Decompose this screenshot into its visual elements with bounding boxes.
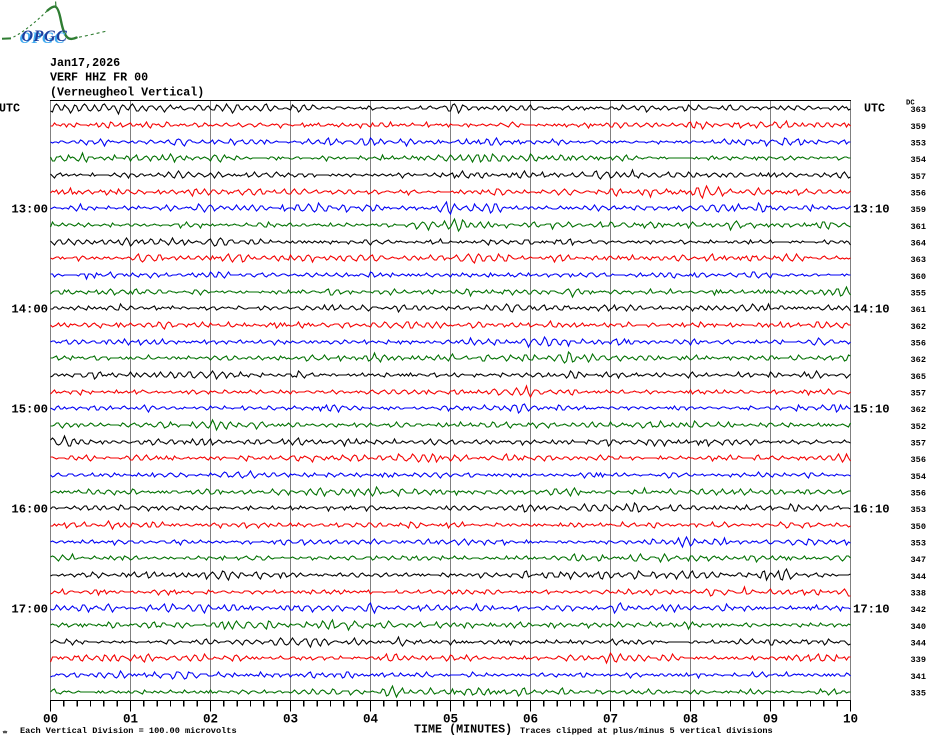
svg-text:DC: DC [906, 100, 915, 108]
svg-text:TIME (MINUTES): TIME (MINUTES) [414, 723, 512, 737]
svg-text:347: 347 [911, 555, 926, 565]
svg-text:17:00: 17:00 [11, 603, 48, 617]
svg-text:360: 360 [911, 272, 926, 282]
svg-text:339: 339 [911, 655, 926, 665]
svg-text:UTC: UTC [0, 102, 20, 116]
svg-text:07: 07 [603, 713, 618, 727]
svg-text:353: 353 [911, 139, 926, 149]
svg-text:344: 344 [911, 572, 926, 582]
svg-text:362: 362 [911, 322, 926, 332]
svg-text:362: 362 [911, 405, 926, 415]
svg-text:361: 361 [911, 222, 926, 232]
svg-text:364: 364 [911, 239, 926, 249]
svg-text:338: 338 [911, 589, 926, 599]
svg-text:08: 08 [683, 713, 698, 727]
svg-text:359: 359 [911, 122, 926, 132]
svg-text:VERF HHZ FR 00: VERF HHZ FR 00 [50, 71, 148, 85]
svg-text:13:10: 13:10 [853, 203, 890, 217]
svg-text:01: 01 [123, 713, 139, 727]
svg-text:06: 06 [523, 713, 538, 727]
svg-text:357: 357 [911, 172, 926, 182]
svg-text:354: 354 [911, 155, 926, 165]
svg-text:357: 357 [911, 389, 926, 399]
svg-text:362: 362 [911, 355, 926, 365]
svg-text:Traces clipped at plus/minus 5: Traces clipped at plus/minus 5 vertical … [520, 726, 773, 736]
svg-text:UTC: UTC [864, 102, 885, 116]
svg-text:352: 352 [911, 422, 926, 432]
svg-text:350: 350 [911, 522, 926, 532]
svg-text:17:10: 17:10 [853, 603, 890, 617]
svg-text:342: 342 [911, 605, 926, 615]
svg-text:356: 356 [911, 489, 926, 499]
svg-text:14:00: 14:00 [11, 303, 48, 317]
svg-text:13:00: 13:00 [11, 203, 48, 217]
svg-text:15:00: 15:00 [11, 403, 48, 417]
svg-text:344: 344 [911, 639, 926, 649]
svg-text:353: 353 [911, 539, 926, 549]
svg-text:356: 356 [911, 455, 926, 465]
svg-text:Each Vertical Division = 100.: Each Vertical Division = 100.00 microvol… [20, 726, 237, 736]
svg-text:OPGC: OPGC [22, 28, 68, 45]
svg-text:363: 363 [911, 255, 926, 265]
svg-text:335: 335 [911, 689, 926, 699]
svg-text:340: 340 [911, 622, 926, 632]
svg-text:355: 355 [911, 289, 926, 299]
svg-text:357: 357 [911, 439, 926, 449]
svg-text:03: 03 [283, 713, 298, 727]
svg-text:(Verneugheol Vertical): (Verneugheol Vertical) [50, 85, 204, 99]
svg-text:10: 10 [843, 713, 858, 727]
svg-text:365: 365 [911, 372, 926, 382]
svg-text:16:00: 16:00 [11, 503, 48, 517]
svg-text:00: 00 [43, 713, 58, 727]
svg-text:356: 356 [911, 189, 926, 199]
svg-text:359: 359 [911, 205, 926, 215]
svg-text:05: 05 [443, 713, 458, 727]
svg-text:16:10: 16:10 [853, 503, 890, 517]
svg-text:04: 04 [363, 713, 379, 727]
svg-text:354: 354 [911, 472, 926, 482]
svg-text:361: 361 [911, 305, 926, 315]
svg-text:15:10: 15:10 [853, 403, 890, 417]
svg-text:Jan17,2026: Jan17,2026 [50, 56, 120, 70]
svg-text:OPGC: OPGC [20, 30, 66, 47]
svg-text:341: 341 [911, 672, 926, 682]
svg-text:09: 09 [763, 713, 778, 727]
svg-text:363: 363 [911, 105, 926, 115]
svg-text:14:10: 14:10 [853, 303, 890, 317]
svg-text:353: 353 [911, 505, 926, 515]
svg-text:02: 02 [203, 713, 218, 727]
svg-text:356: 356 [911, 339, 926, 349]
